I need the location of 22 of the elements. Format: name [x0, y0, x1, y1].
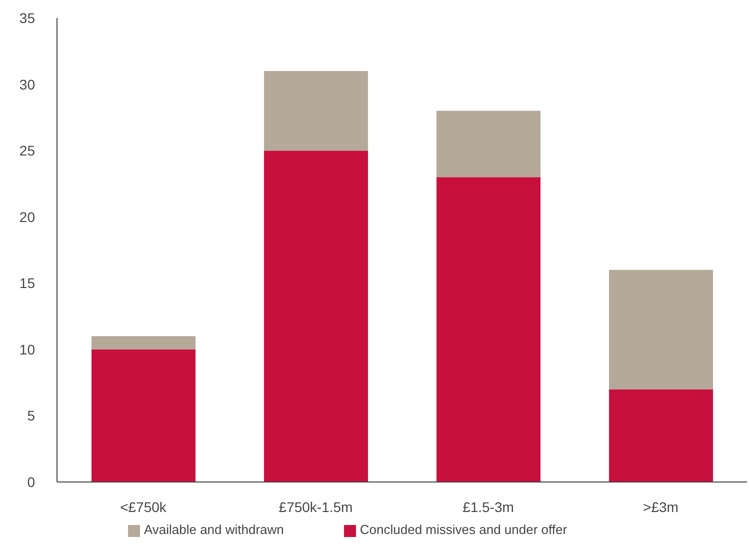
bar [264, 150, 368, 482]
y-tick-label: 5 [27, 408, 36, 424]
bar [92, 336, 196, 350]
bar [436, 177, 540, 482]
bar [609, 270, 713, 390]
y-tick-label: 10 [19, 341, 36, 358]
y-tick-label: 30 [19, 76, 36, 92]
y-tick-label: 0 [27, 474, 36, 490]
x-tick-label: £750k-1.5m [278, 498, 353, 515]
y-tick-label: 15 [19, 275, 36, 292]
x-tick-label: >£3m [643, 498, 678, 515]
y-tick-label: 35 [19, 10, 36, 26]
legend-label: Concluded missives and under offer [360, 522, 568, 537]
y-tick-label: 25 [19, 142, 36, 159]
bar [92, 349, 196, 482]
bar [264, 71, 368, 151]
y-tick-label: 20 [19, 208, 36, 225]
x-tick-label: <£750k [120, 498, 168, 515]
bar [436, 110, 540, 178]
legend-label: Available and withdrawn [144, 522, 284, 537]
bar [609, 389, 713, 482]
x-tick-label: £1.5-3m [462, 498, 514, 515]
